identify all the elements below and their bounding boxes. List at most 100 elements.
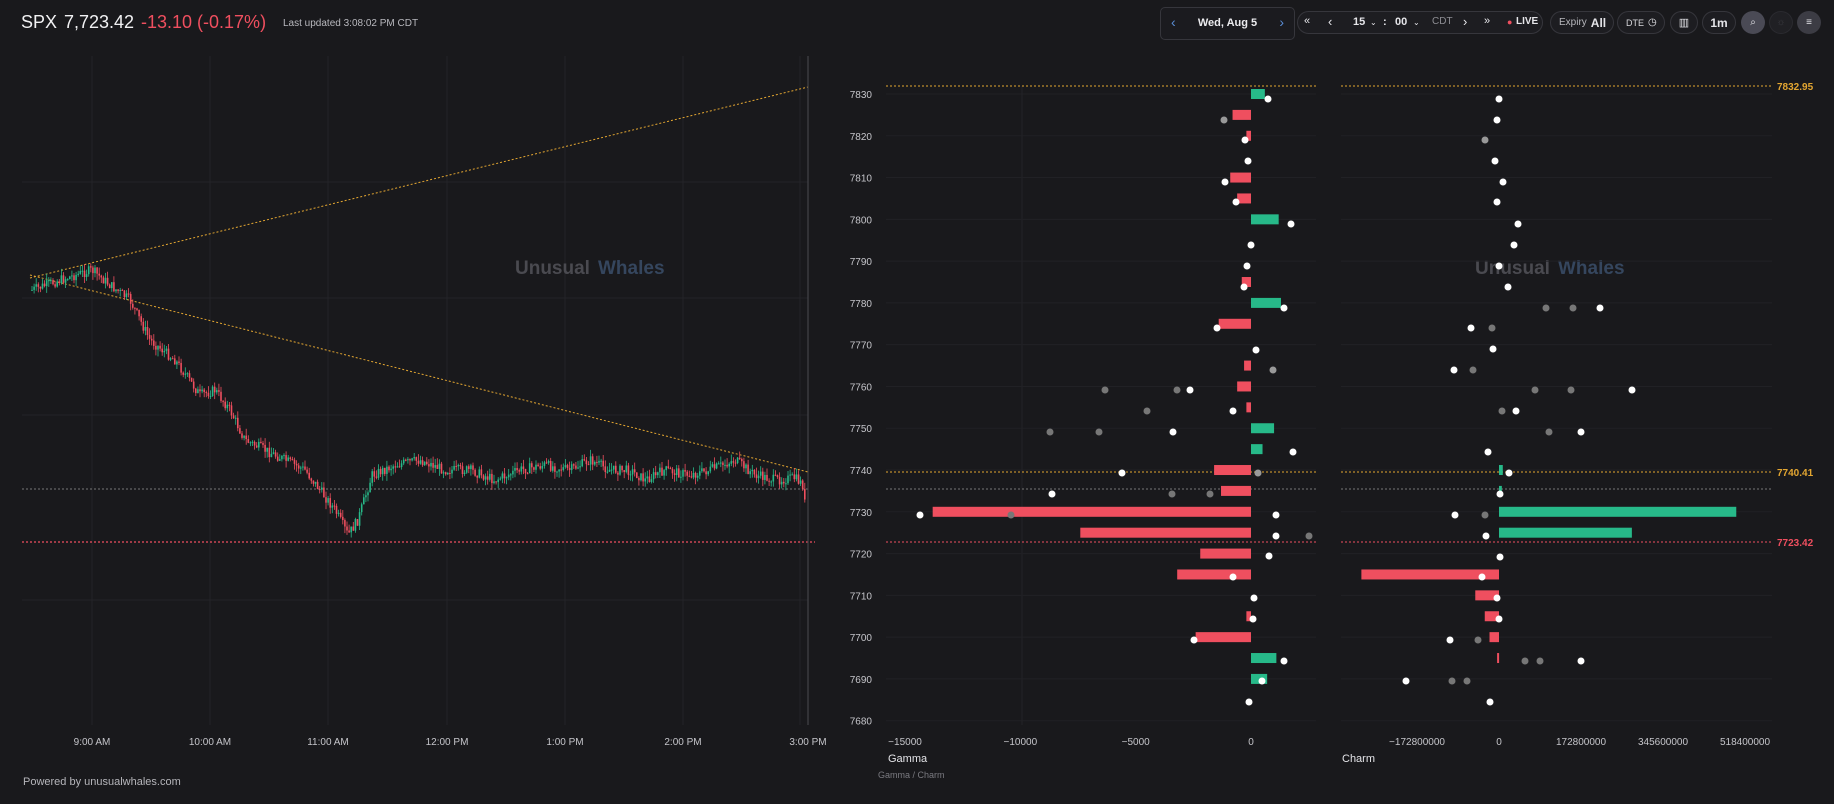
- candle-body: [285, 455, 287, 461]
- candle-body: [627, 465, 630, 475]
- candle-body: [226, 404, 229, 409]
- candle-body: [612, 465, 615, 470]
- candle-body: [381, 467, 384, 475]
- candle-body: [510, 474, 512, 476]
- candle-body: [176, 361, 178, 365]
- gamma-dot: [1287, 220, 1295, 228]
- minute-select[interactable]: 00: [1395, 16, 1408, 28]
- candle-body: [79, 271, 82, 274]
- candle-body: [58, 281, 61, 283]
- candle-body: [743, 461, 745, 469]
- candle-body: [318, 489, 321, 491]
- candle-body: [270, 453, 273, 458]
- strike-label: 7720: [850, 550, 873, 561]
- chevron-right-icon[interactable]: ›: [1279, 14, 1284, 30]
- gamma-dot: [1289, 448, 1297, 456]
- interval-button[interactable]: 1m: [1702, 11, 1736, 34]
- candle-body: [472, 465, 474, 470]
- candle-body: [234, 417, 237, 419]
- candle-body: [486, 476, 489, 480]
- live-dot-icon: ●: [1507, 17, 1513, 27]
- candle-body: [308, 472, 310, 479]
- candle-body: [329, 498, 331, 508]
- zoom-button[interactable]: ⌕: [1741, 11, 1765, 34]
- candle-body: [709, 466, 712, 472]
- candle-body: [356, 519, 359, 526]
- chevron-left-icon[interactable]: ‹: [1171, 14, 1176, 30]
- candle-body: [289, 457, 292, 460]
- candle-body: [549, 460, 552, 471]
- gamma-bar: [1244, 360, 1251, 371]
- date-label[interactable]: Wed, Aug 5: [1197, 17, 1258, 29]
- gamma-bar: [1246, 402, 1251, 413]
- candle-body: [207, 392, 210, 397]
- gamma-bar: [1251, 444, 1263, 455]
- gamma-bar: [1246, 130, 1251, 141]
- candle-body: [90, 266, 92, 268]
- candle-body: [375, 476, 378, 478]
- candle-body: [411, 458, 413, 461]
- settings-button[interactable]: ≡: [1797, 11, 1821, 34]
- candle-body: [54, 284, 56, 287]
- candle-body: [455, 465, 457, 467]
- dte-label: DTE: [1626, 17, 1644, 28]
- gamma-bar: [1232, 109, 1251, 120]
- charm-bar: [1361, 569, 1499, 580]
- candle-body: [304, 466, 306, 470]
- candle-body: [518, 470, 520, 472]
- strike-label: 7830: [850, 90, 873, 101]
- candle-body: [316, 481, 319, 490]
- candle-body: [657, 472, 659, 476]
- candle-body: [186, 373, 189, 375]
- candle-body: [171, 358, 174, 360]
- step-forward-icon[interactable]: ›: [1463, 14, 1468, 29]
- powered-by[interactable]: Powered by unusualwhales.com: [23, 776, 181, 788]
- candle-body: [281, 455, 283, 460]
- live-label[interactable]: LIVE: [1516, 16, 1539, 27]
- candle-body: [717, 463, 720, 465]
- date-picker[interactable]: ‹ Wed, Aug 5 ›: [1160, 7, 1295, 40]
- candle-body: [197, 389, 199, 394]
- expiry-button[interactable]: Expiry All: [1550, 11, 1614, 34]
- candle-body: [633, 469, 636, 473]
- candle-body: [562, 467, 565, 471]
- dte-button[interactable]: DTE ◷: [1617, 11, 1665, 34]
- candle-body: [291, 459, 294, 461]
- gamma-dot: [1220, 116, 1228, 124]
- candle-body: [295, 463, 298, 466]
- candle-body: [276, 456, 279, 461]
- chart-type-button[interactable]: ▥: [1670, 11, 1698, 34]
- candle-body: [253, 441, 256, 446]
- candle-body: [129, 294, 132, 304]
- charm-dot: [1596, 304, 1604, 312]
- gamma-dot: [1269, 366, 1277, 374]
- candle-body: [165, 348, 168, 351]
- candle-body: [644, 478, 646, 482]
- candle-body: [45, 280, 48, 287]
- level-label: 7832.95: [1777, 82, 1814, 93]
- gamma-bar: [1214, 465, 1251, 476]
- candle-body: [302, 466, 304, 468]
- gamma-dot: [1118, 469, 1126, 477]
- theme-button[interactable]: ☼: [1769, 11, 1793, 34]
- time-controls: [1297, 11, 1543, 34]
- candle-body: [495, 481, 497, 483]
- skip-back-icon[interactable]: «: [1304, 15, 1311, 27]
- strike-label: 7760: [850, 382, 873, 393]
- skip-forward-icon[interactable]: »: [1484, 15, 1491, 27]
- candle-body: [125, 293, 128, 298]
- candle-body: [199, 389, 201, 392]
- step-back-icon[interactable]: ‹: [1328, 14, 1333, 29]
- candle-body: [715, 463, 718, 469]
- charm-dot: [1496, 553, 1504, 561]
- candle-body: [493, 481, 495, 484]
- gamma-bar: [1237, 381, 1251, 392]
- candle-body: [239, 428, 241, 434]
- charm-dot: [1463, 677, 1471, 685]
- charm-dot: [1531, 386, 1539, 394]
- hour-select[interactable]: 15: [1353, 16, 1366, 28]
- charm-dot: [1491, 157, 1499, 165]
- candle-body: [119, 289, 121, 291]
- candle-body: [438, 463, 441, 469]
- gamma-dot: [1101, 386, 1109, 394]
